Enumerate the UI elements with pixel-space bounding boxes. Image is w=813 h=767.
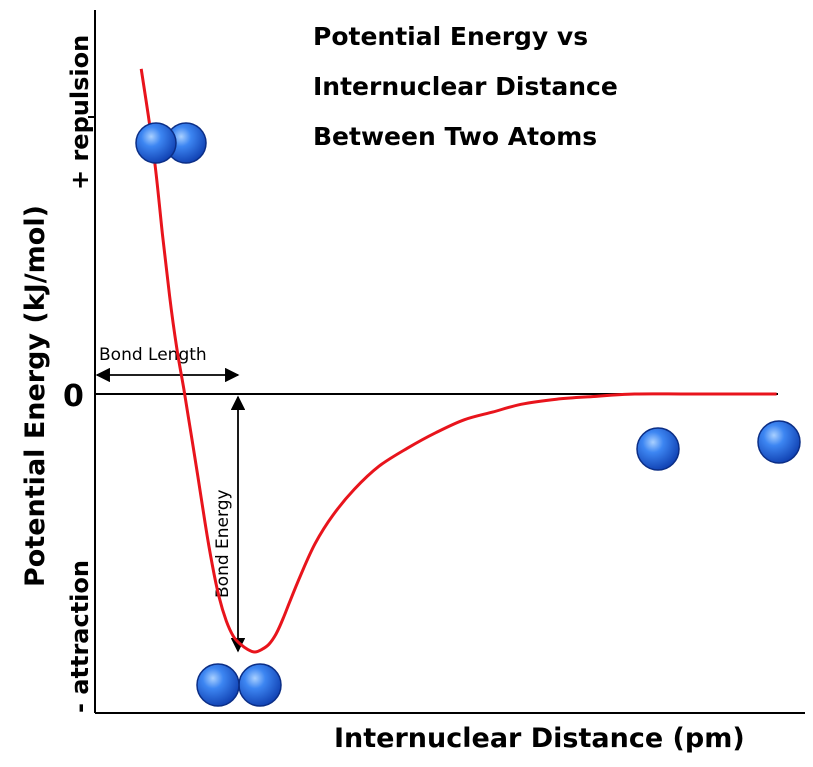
atoms-repulsion	[135, 122, 207, 164]
atom	[238, 663, 282, 707]
bond-energy-label: Bond Energy	[213, 489, 233, 598]
attraction-label: - attraction	[66, 560, 94, 713]
x-axis-label: Internuclear Distance (pm)	[334, 723, 745, 754]
atom	[757, 420, 801, 464]
atom	[135, 122, 177, 164]
y-tick-zero: 0	[63, 379, 84, 414]
title-line-1: Potential Energy vs	[313, 22, 588, 51]
energy-curve	[139, 68, 777, 654]
title-line-3: Between Two Atoms	[313, 122, 597, 151]
repulsion-label: + repulsion	[66, 35, 94, 190]
atoms-separated	[636, 420, 801, 471]
atom	[636, 427, 680, 471]
bond-length-label: Bond Length	[99, 345, 207, 365]
title-line-2: Internuclear Distance	[313, 72, 618, 101]
atoms-bonded	[196, 663, 282, 707]
atom	[196, 663, 240, 707]
y-axis-label: Potential Energy (kJ/mol)	[20, 205, 51, 587]
